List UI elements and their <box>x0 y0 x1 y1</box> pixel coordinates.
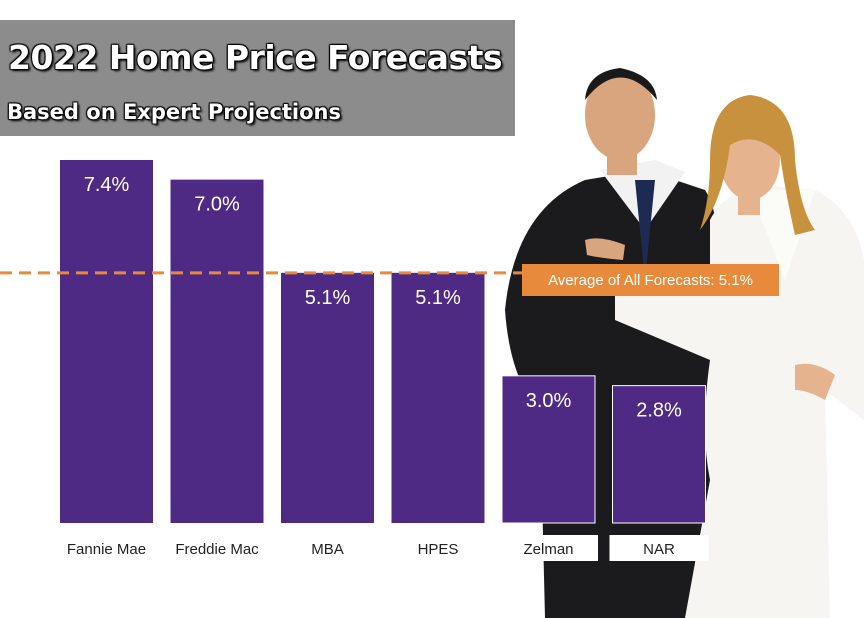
value-label-zelman: 3.0% <box>526 390 572 412</box>
value-label-fannie-mae: 7.4% <box>84 174 130 196</box>
bar-fannie-mae <box>60 160 153 523</box>
bar-hpes <box>391 272 485 523</box>
title-box: 2022 Home Price Forecasts Based on Exper… <box>0 20 515 136</box>
category-label-background <box>609 535 709 561</box>
category-label-hpes: HPES <box>418 541 459 558</box>
bar-freddie-mac <box>170 179 264 523</box>
bar-nar <box>612 385 706 524</box>
category-label-nar: NAR <box>643 541 675 558</box>
average-label: Average of All Forecasts: 5.1% <box>522 264 779 296</box>
chart-subtitle: Based on Expert Projections <box>7 100 342 124</box>
category-label-mba: MBA <box>311 541 344 558</box>
value-label-nar: 2.8% <box>636 400 682 422</box>
value-label-hpes: 5.1% <box>415 287 461 309</box>
bar-zelman <box>501 375 596 524</box>
value-label-freddie-mac: 7.0% <box>194 194 240 216</box>
bar-mba <box>281 272 374 523</box>
category-label-background <box>499 535 598 561</box>
category-label-zelman: Zelman <box>523 541 573 558</box>
category-label-fannie-mae: Fannie Mae <box>67 541 146 558</box>
chart-title: 2022 Home Price Forecasts <box>8 38 503 77</box>
value-label-mba: 5.1% <box>305 287 351 309</box>
category-label-freddie-mac: Freddie Mac <box>175 541 259 558</box>
